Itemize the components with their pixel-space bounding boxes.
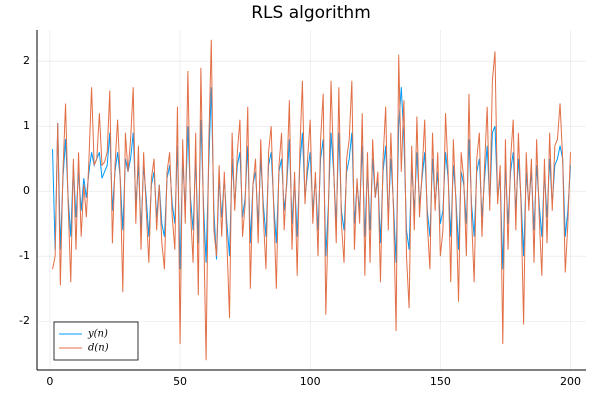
legend-box <box>53 321 139 361</box>
y-tick-label: 2 <box>23 54 30 67</box>
y-tick-label: 1 <box>23 119 30 132</box>
series-line <box>52 39 571 361</box>
y-tick-label: -2 <box>19 314 30 327</box>
legend-label: y(n) <box>87 329 108 340</box>
x-tick-label: 150 <box>430 375 451 388</box>
chart-title: RLS algorithm <box>251 3 371 23</box>
y-tick-label: 0 <box>23 184 30 197</box>
x-tick-label: 50 <box>173 375 187 388</box>
x-tick-label: 0 <box>46 375 53 388</box>
x-tick-label: 100 <box>300 375 321 388</box>
y-tick-label: -1 <box>19 249 30 262</box>
legend-label: d(n) <box>88 343 109 354</box>
x-tick-label: 200 <box>560 375 581 388</box>
